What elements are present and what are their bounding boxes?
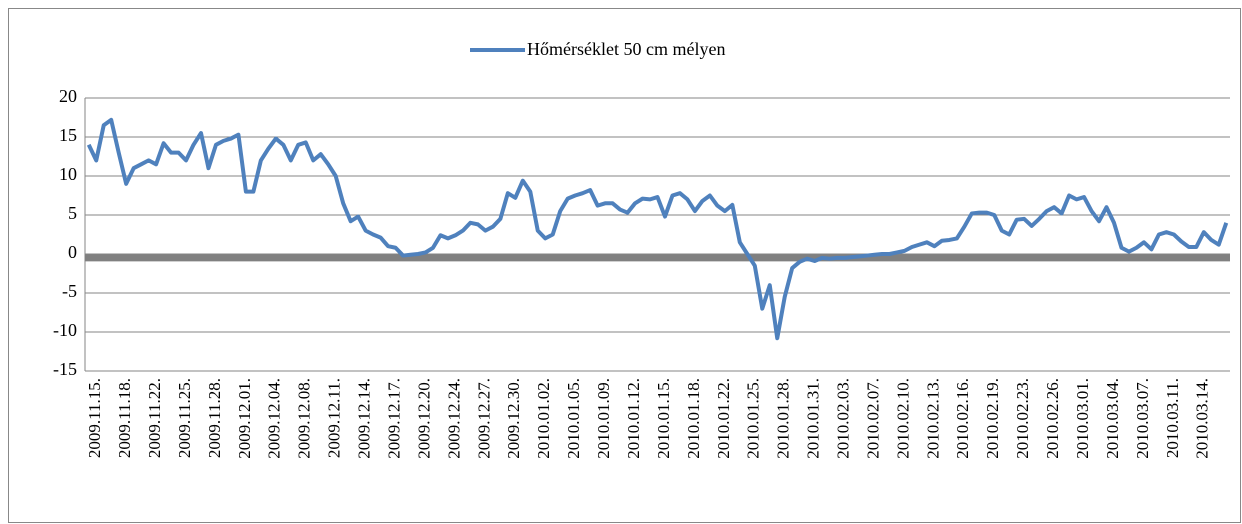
x-tick-label: 2009.12.24. bbox=[444, 378, 463, 459]
y-tick-label: 10 bbox=[59, 164, 77, 184]
x-tick-label: 2010.01.05. bbox=[564, 378, 583, 459]
x-tick-label: 2009.12.27. bbox=[474, 378, 493, 459]
data-line bbox=[86, 117, 1229, 341]
legend-label: Hőmérséklet 50 cm mélyen bbox=[527, 39, 725, 59]
x-tick-label: 2009.12.17. bbox=[384, 378, 403, 459]
x-tick-label: 2010.02.23. bbox=[1013, 378, 1032, 459]
x-tick-label: 2009.12.01. bbox=[235, 378, 254, 459]
x-tick-label: 2009.12.20. bbox=[414, 378, 433, 459]
x-tick-label: 2010.01.22. bbox=[714, 378, 733, 459]
x-tick-label: 2010.02.16. bbox=[953, 378, 972, 459]
y-tick-label: 0 bbox=[68, 242, 77, 262]
y-tick-label: 5 bbox=[68, 203, 77, 223]
x-tick-label: 2009.12.11. bbox=[325, 378, 344, 458]
x-tick-label: 2009.11.22. bbox=[145, 378, 164, 458]
x-tick-label: 2010.03.14. bbox=[1193, 378, 1212, 459]
x-tick-label: 2010.02.10. bbox=[893, 378, 912, 459]
x-tick-label: 2010.01.18. bbox=[684, 378, 703, 459]
x-tick-label: 2009.12.30. bbox=[504, 378, 523, 459]
x-tick-label: 2010.01.09. bbox=[594, 378, 613, 459]
y-tick-label: -10 bbox=[53, 320, 77, 340]
x-tick-label: 2010.01.28. bbox=[774, 378, 793, 459]
x-tick-label: 2010.02.07. bbox=[863, 378, 882, 459]
x-tick-label: 2010.01.12. bbox=[624, 378, 643, 459]
x-tick-label: 2010.02.19. bbox=[983, 378, 1002, 459]
y-tick-label: 15 bbox=[59, 125, 77, 145]
x-tick-label: 2010.02.13. bbox=[923, 378, 942, 459]
x-tick-label: 2009.12.08. bbox=[295, 378, 314, 459]
x-tick-label: 2009.11.18. bbox=[115, 378, 134, 458]
x-tick-label: 2010.01.25. bbox=[744, 378, 763, 459]
y-tick-label: -5 bbox=[62, 281, 77, 301]
y-tick-label: 20 bbox=[59, 86, 77, 106]
x-tick-label: 2009.11.25. bbox=[175, 378, 194, 458]
x-tick-label: 2010.02.26. bbox=[1043, 378, 1062, 459]
x-tick-label: 2010.01.31. bbox=[804, 378, 823, 459]
x-tick-label: 2009.12.04. bbox=[265, 378, 284, 459]
x-tick-label: 2009.11.28. bbox=[205, 378, 224, 458]
x-tick-label: 2010.01.02. bbox=[534, 378, 553, 459]
x-tick-label: 2010.02.03. bbox=[833, 378, 852, 459]
x-tick-label: 2010.03.04. bbox=[1103, 378, 1122, 459]
x-tick-label: 2009.11.15. bbox=[85, 378, 104, 458]
y-tick-label: -15 bbox=[53, 359, 77, 379]
chart-frame bbox=[8, 8, 1241, 523]
x-tick-label: 2010.03.11. bbox=[1163, 378, 1182, 458]
x-tick-label: 2009.12.14. bbox=[355, 378, 374, 459]
x-tick-label: 2010.03.07. bbox=[1133, 378, 1152, 459]
x-tick-label: 2010.01.15. bbox=[654, 378, 673, 459]
x-tick-label: 2010.03.01. bbox=[1073, 378, 1092, 459]
